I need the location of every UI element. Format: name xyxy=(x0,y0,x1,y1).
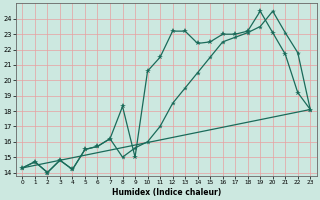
X-axis label: Humidex (Indice chaleur): Humidex (Indice chaleur) xyxy=(112,188,221,197)
